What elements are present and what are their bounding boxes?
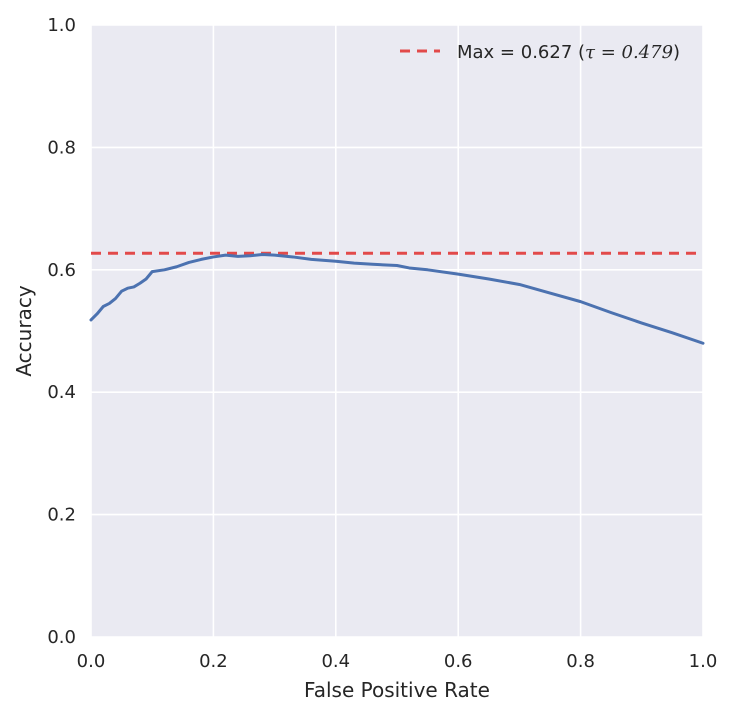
legend-label-tau: τ = 0.479 — [585, 42, 673, 63]
legend-label: Max = 0.627 (τ = 0.479) — [457, 42, 680, 63]
x-tick-label: 0.2 — [199, 651, 228, 672]
series-layer — [89, 253, 705, 345]
x-tick-label: 1.0 — [689, 651, 718, 672]
grid — [90, 24, 704, 638]
x-tick-label: 0.6 — [444, 651, 473, 672]
y-tick-label: 0.8 — [47, 137, 76, 158]
legend: Max = 0.627 (τ = 0.479) — [400, 42, 680, 63]
y-axis-label: Accuracy — [12, 285, 36, 376]
y-tick-label: 0.4 — [47, 382, 76, 403]
y-tick-label: 0.0 — [47, 627, 76, 648]
accuracy-series-line — [89, 253, 705, 345]
y-tick-label: 0.2 — [47, 505, 76, 526]
x-tick-label: 0.8 — [566, 651, 595, 672]
y-tick-label: 1.0 — [47, 15, 76, 36]
x-tick-label: 0.0 — [77, 651, 106, 672]
y-tick-labels: 0.0 0.2 0.4 0.6 0.8 1.0 — [47, 15, 76, 648]
legend-label-main: Max = 0.627 ( — [457, 42, 585, 63]
plot-area — [91, 25, 703, 637]
x-axis-label: False Positive Rate — [304, 678, 490, 702]
x-tick-labels: 0.0 0.2 0.4 0.6 0.8 1.0 — [77, 651, 718, 672]
legend-label-end: ) — [673, 42, 680, 63]
y-tick-label: 0.6 — [47, 260, 76, 281]
x-tick-label: 0.4 — [321, 651, 350, 672]
